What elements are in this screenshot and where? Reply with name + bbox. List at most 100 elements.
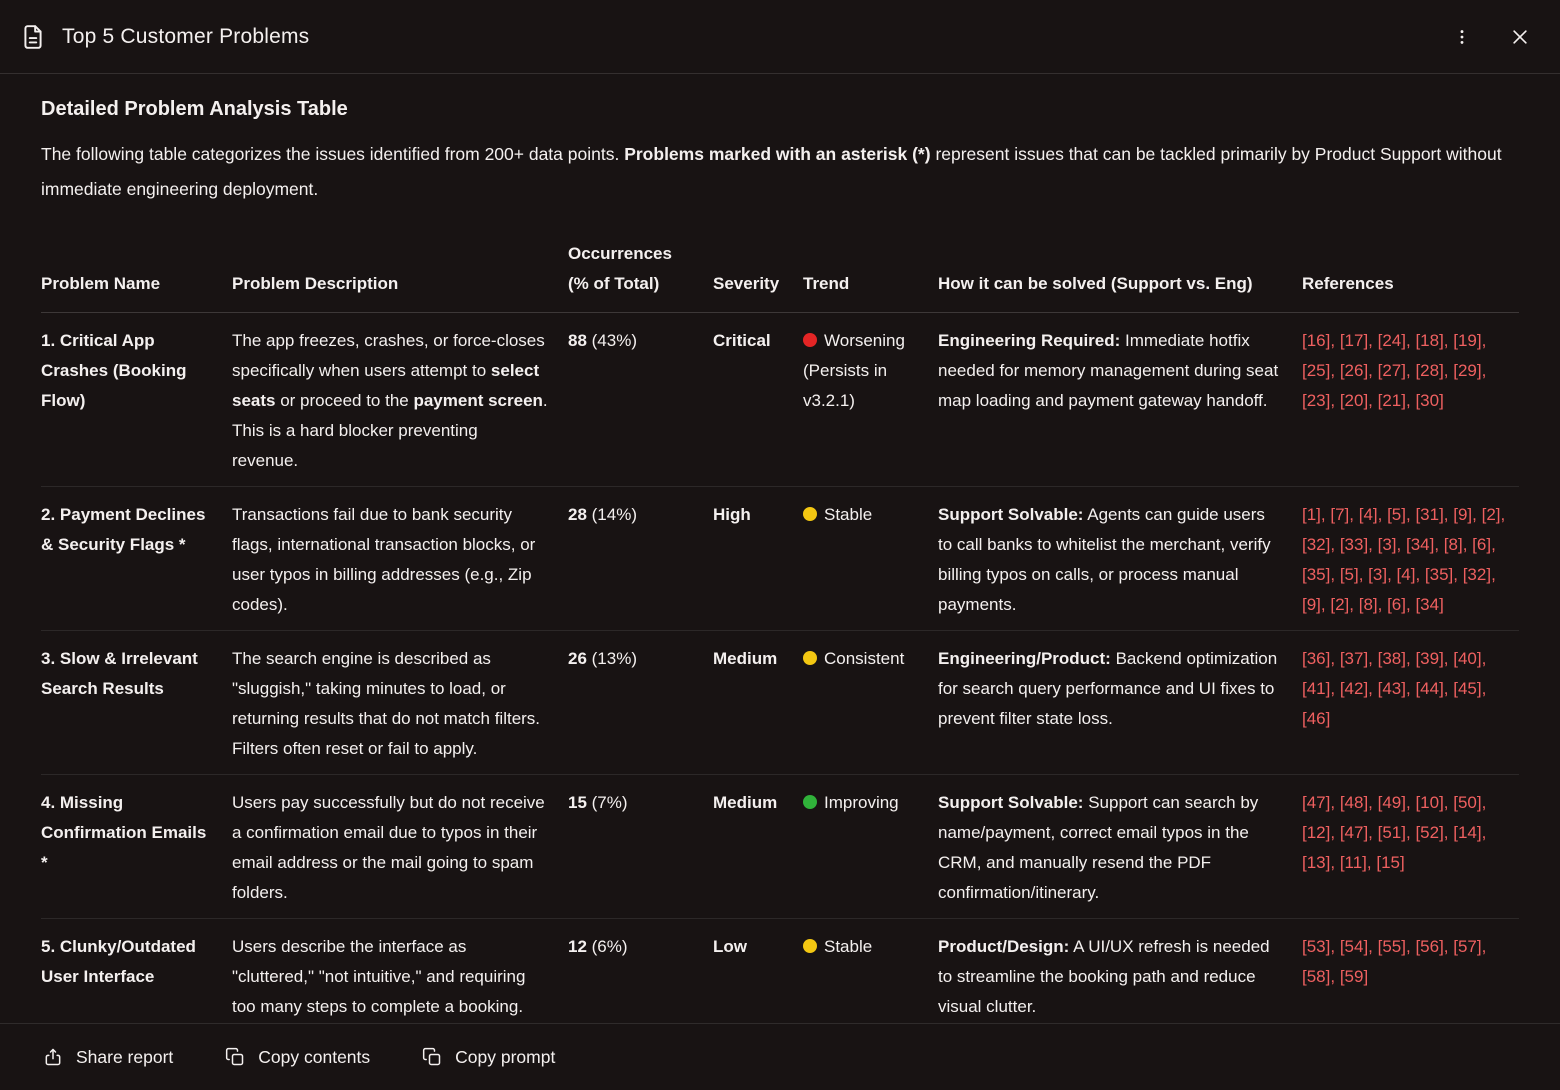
reference-link[interactable]: [57]	[1453, 937, 1482, 956]
reference-link[interactable]: [32]	[1302, 535, 1331, 554]
reference-link[interactable]: [20]	[1339, 391, 1369, 410]
action-bar: Share report Copy contents Copy prompt	[0, 1023, 1560, 1090]
copy-prompt-button[interactable]: Copy prompt	[422, 1047, 555, 1068]
reference-link[interactable]: [26]	[1339, 361, 1369, 380]
reference-link[interactable]: [35]	[1302, 565, 1331, 584]
table-row: 2. Payment Declines & Security Flags * Tr…	[41, 487, 1519, 631]
column-header-severity: Severity	[713, 274, 780, 293]
window-title: Top 5 Customer Problems	[62, 24, 310, 48]
reference-link[interactable]: [6]	[1472, 535, 1492, 554]
reference-link[interactable]: [56]	[1415, 937, 1444, 956]
reference-link[interactable]: [30]	[1415, 391, 1444, 410]
reference-link[interactable]: [34]	[1405, 535, 1435, 554]
reference-link[interactable]: [45]	[1453, 679, 1482, 698]
reference-link[interactable]: [35]	[1424, 565, 1454, 584]
reference-link[interactable]: [9]	[1302, 595, 1321, 614]
reference-link[interactable]: [2]	[1330, 595, 1350, 614]
reference-link[interactable]: [42]	[1339, 679, 1369, 698]
copy-contents-label: Copy contents	[258, 1046, 371, 1067]
intro-bold-text: Problems marked with an asterisk (*)	[624, 144, 931, 164]
reference-link[interactable]: [41]	[1302, 679, 1331, 698]
reference-link[interactable]: [39]	[1415, 649, 1444, 668]
reference-link[interactable]: [4]	[1358, 505, 1378, 524]
reference-link[interactable]: [28]	[1415, 361, 1444, 380]
share-report-label: Share report	[76, 1046, 174, 1067]
reference-link[interactable]: [53]	[1302, 937, 1331, 956]
reference-link[interactable]: [5]	[1339, 565, 1359, 584]
reference-link[interactable]: [7]	[1330, 505, 1350, 524]
references: [16], [17], [24], [18], [19], [25], [26]…	[1302, 331, 1487, 410]
reference-link[interactable]: [36]	[1302, 649, 1331, 668]
reference-link[interactable]: [16]	[1302, 331, 1331, 350]
copy-contents-button[interactable]: Copy contents	[225, 1047, 370, 1068]
reference-link[interactable]: [8]	[1358, 595, 1378, 614]
references: [1], [7], [4], [5], [31], [9], [2], [32]…	[1302, 505, 1506, 614]
reference-link[interactable]: [23]	[1302, 391, 1331, 410]
reference-link[interactable]: [13]	[1302, 853, 1331, 872]
reference-link[interactable]: [33]	[1339, 535, 1369, 554]
references: [47], [48], [49], [10], [50], [12], [47]…	[1302, 793, 1487, 872]
share-report-button[interactable]: Share report	[43, 1047, 173, 1068]
reference-link[interactable]: [10]	[1415, 793, 1444, 812]
reference-link[interactable]: [55]	[1377, 937, 1406, 956]
reference-link[interactable]: [46]	[1302, 709, 1331, 728]
reference-link[interactable]: [3]	[1377, 535, 1397, 554]
trend-dot-icon	[803, 507, 817, 521]
problem-description: Users pay successfully but do not receiv…	[232, 793, 545, 902]
reference-link[interactable]: [40]	[1453, 649, 1482, 668]
window-header-right	[1446, 21, 1536, 53]
column-header-problem-name: Problem Name	[41, 274, 161, 293]
reference-link[interactable]: [4]	[1396, 565, 1416, 584]
copy-icon	[423, 1047, 441, 1066]
close-button[interactable]	[1504, 21, 1536, 53]
reference-link[interactable]: [3]	[1368, 565, 1388, 584]
reference-link[interactable]: [54]	[1339, 937, 1369, 956]
trend-dot-icon	[803, 651, 817, 665]
reference-link[interactable]: [38]	[1377, 649, 1406, 668]
table-row: 4. Missing Confirmation Emails * Users pa…	[41, 775, 1519, 919]
reference-link[interactable]: [9]	[1453, 505, 1473, 524]
more-options-button[interactable]	[1446, 21, 1478, 53]
reference-link[interactable]: [12]	[1302, 823, 1331, 842]
reference-link[interactable]: [52]	[1415, 823, 1444, 842]
reference-link[interactable]: [29]	[1453, 361, 1482, 380]
problem-name: 5. Clunky/Outdated User Interface	[41, 937, 196, 986]
reference-link[interactable]: [1]	[1302, 505, 1321, 524]
reference-link[interactable]: [50]	[1453, 793, 1482, 812]
reference-link[interactable]: [59]	[1339, 967, 1369, 986]
reference-link[interactable]: [18]	[1415, 331, 1444, 350]
occurrences: 88 (43%)	[568, 331, 637, 350]
reference-link[interactable]: [58]	[1302, 967, 1331, 986]
reference-link[interactable]: [15]	[1376, 853, 1405, 872]
reference-link[interactable]: [51]	[1377, 823, 1406, 842]
reference-link[interactable]: [5]	[1387, 505, 1406, 524]
reference-link[interactable]: [25]	[1302, 361, 1331, 380]
reference-link[interactable]: [8]	[1443, 535, 1463, 554]
reference-link[interactable]: [31]	[1415, 505, 1444, 524]
reference-link[interactable]: [17]	[1339, 331, 1369, 350]
window-header-left: Top 5 Customer Problems	[20, 24, 309, 50]
report-content: Detailed Problem Analysis Table The foll…	[0, 74, 1560, 1023]
reference-link[interactable]: [2]	[1481, 505, 1501, 524]
reference-link[interactable]: [44]	[1415, 679, 1444, 698]
reference-link[interactable]: [37]	[1339, 649, 1369, 668]
reference-link[interactable]: [48]	[1339, 793, 1369, 812]
solution: Engineering Required: Immediate hotfix n…	[938, 331, 1279, 410]
reference-link[interactable]: [47]	[1339, 823, 1369, 842]
problem-name: 1. Critical App Crashes (Booking Flow)	[41, 331, 187, 410]
reference-link[interactable]: [32]	[1462, 565, 1492, 584]
reference-link[interactable]: [27]	[1377, 361, 1406, 380]
reference-link[interactable]: [43]	[1377, 679, 1406, 698]
intro-paragraph: The following table categorizes the issu…	[41, 137, 1519, 207]
references: [36], [37], [38], [39], [40], [41], [42]…	[1302, 649, 1487, 728]
reference-link[interactable]: [14]	[1453, 823, 1482, 842]
reference-link[interactable]: [11]	[1339, 853, 1367, 872]
reference-link[interactable]: [49]	[1377, 793, 1406, 812]
reference-link[interactable]: [34]	[1415, 595, 1444, 614]
reference-link[interactable]: [21]	[1377, 391, 1406, 410]
reference-link[interactable]: [24]	[1377, 331, 1406, 350]
reference-link[interactable]: [19]	[1453, 331, 1482, 350]
problem-table: Problem Name Problem Description Occurre…	[41, 239, 1519, 1023]
reference-link[interactable]: [47]	[1302, 793, 1331, 812]
reference-link[interactable]: [6]	[1387, 595, 1406, 614]
